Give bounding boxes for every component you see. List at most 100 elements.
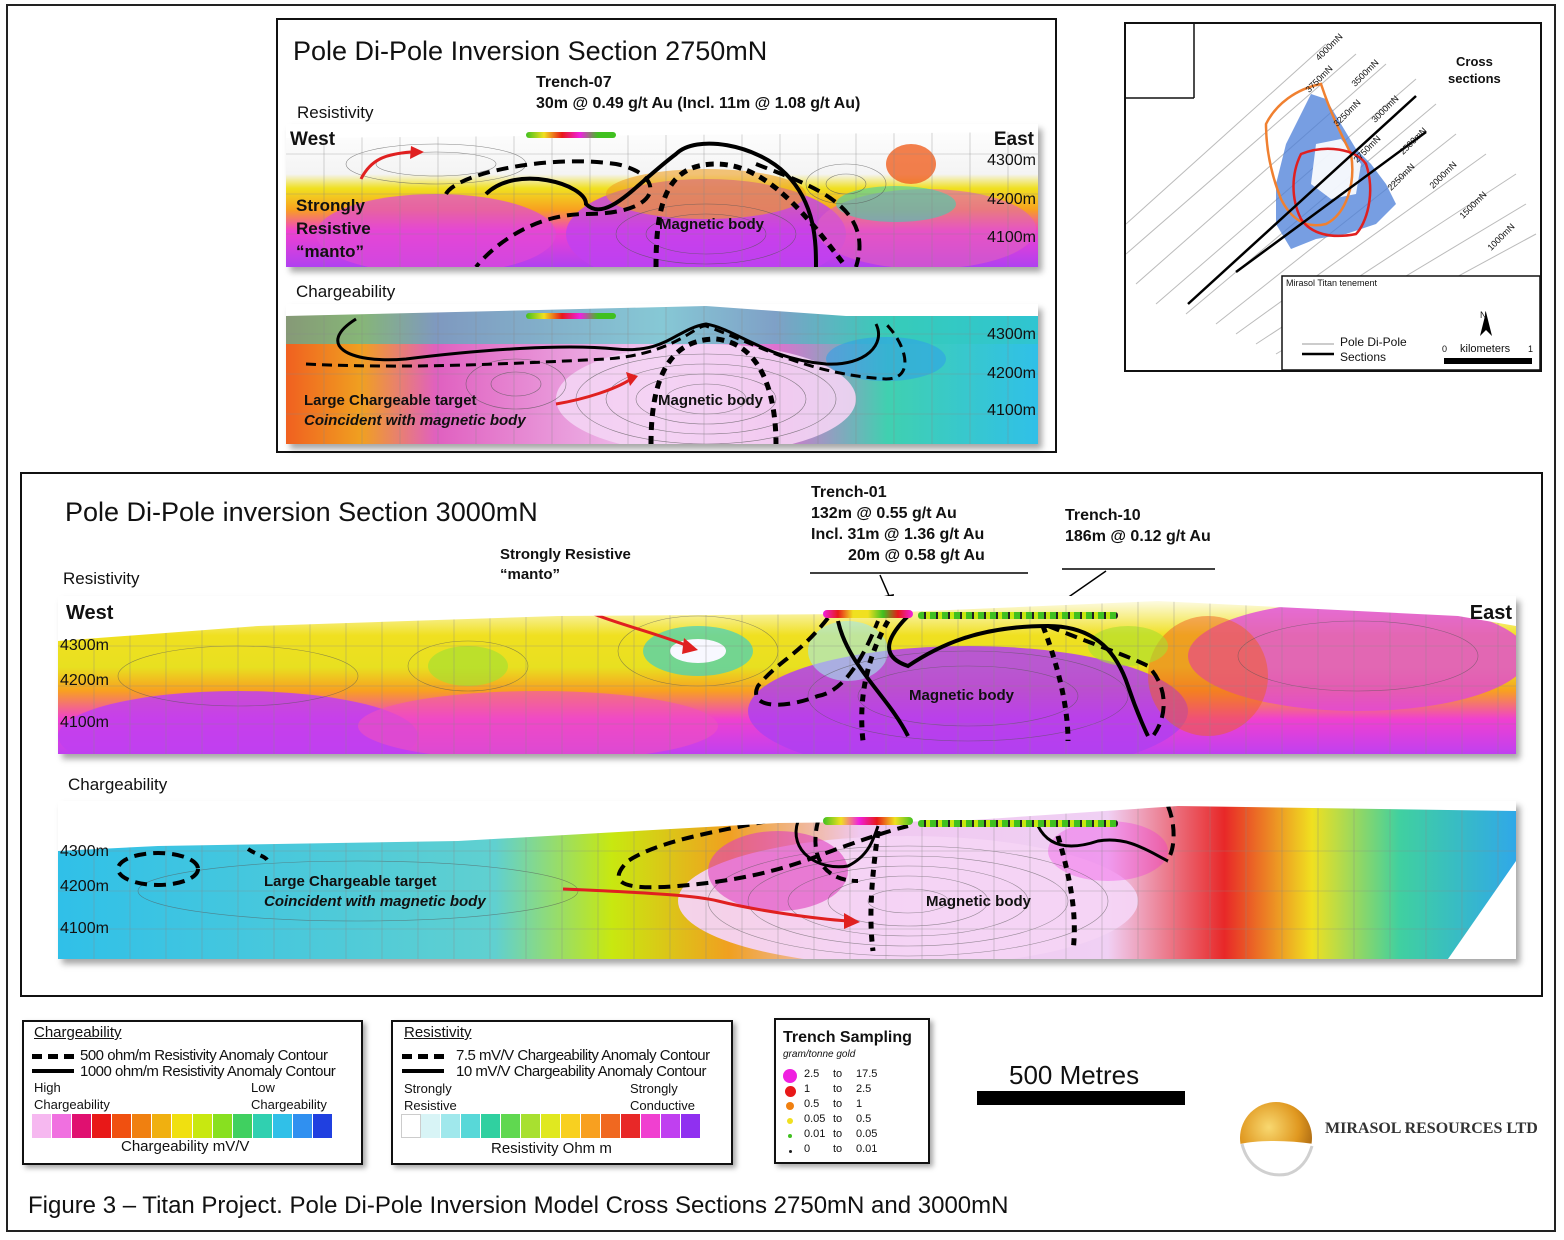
map-scale-zero: 0 (1442, 344, 1448, 354)
map-north-label: N (1480, 310, 1487, 320)
trench10-samples (918, 612, 1118, 619)
location-map-plot (1125, 24, 1541, 371)
res-color-scale (401, 1114, 701, 1138)
chg-legend-solid-swatch (32, 1069, 74, 1073)
bottom-chargeability-plot (58, 801, 1516, 959)
bottom-chargeable-target: Large Chargeable target (264, 873, 437, 890)
trench-grade-dot (784, 1085, 796, 1097)
resistivity-swatch (401, 1114, 421, 1138)
resistivity-swatch (441, 1114, 461, 1138)
bottom-chargeability-label: Chargeability (68, 775, 168, 794)
top-chg-elev-4300: 4300m (987, 326, 1036, 343)
logo-text: MIRASOL RESOURCES LTD (1325, 1120, 1538, 1137)
trench-grade-dot (787, 1118, 793, 1124)
bottom-east-label: East (1469, 602, 1512, 624)
res-legend-left-1: Strongly (404, 1081, 452, 1096)
chg-legend-dash-swatch (32, 1054, 74, 1059)
chargeability-swatch (92, 1114, 113, 1138)
top-east-label: East (993, 129, 1034, 150)
top-coincident: Coincident with magnetic body (304, 412, 526, 429)
top-resistive-note-1: Strongly (296, 196, 365, 215)
top-chargeability-label: Chargeability (296, 282, 396, 301)
resistivity-swatch (541, 1114, 561, 1138)
trench10-name: Trench-10 (1065, 507, 1141, 524)
trench-grade-upper: 2.5 (856, 1083, 872, 1095)
trench01-line-3: 20m @ 0.58 g/t Au (848, 547, 985, 564)
bottom-west-label: West (66, 602, 114, 624)
trench-grade-to: to (833, 1083, 843, 1095)
trench-sampling-legend (774, 1018, 930, 1164)
trench01-name: Trench-01 (811, 484, 887, 501)
trench-grade-to: to (833, 1143, 843, 1155)
chg-legend-right-2: Chargeability (251, 1097, 327, 1112)
trench-grade-upper: 17.5 (856, 1068, 878, 1080)
top-resistivity-plot (286, 124, 1038, 267)
bottom-chg-magnetic-body: Magnetic body (926, 893, 1032, 910)
resistivity-swatch (601, 1114, 621, 1138)
resistivity-swatch (521, 1114, 541, 1138)
trench-legend-title: Trench Sampling (783, 1029, 912, 1046)
trench-grade-to: to (833, 1098, 843, 1110)
top-resistivity-section: West East 4300m 4200m 4100m Strongly Res… (286, 124, 1038, 267)
trench-grade-upper: 1 (856, 1098, 863, 1110)
trench-grade-to: to (833, 1128, 843, 1140)
trench-grade-from: 0.05 (804, 1113, 826, 1125)
trench-grade-dot (788, 1134, 792, 1138)
bottom-res-magnetic-body: Magnetic body (909, 687, 1015, 704)
chg-legend-right-1: Low (251, 1080, 275, 1095)
res-legend-solid-swatch (402, 1069, 444, 1073)
map-cross-sections-1: Cross (1456, 54, 1493, 69)
trench-grade-upper: 0.01 (856, 1143, 878, 1155)
top-chg-trench-samples (526, 313, 616, 319)
trench01-line-2: Incl. 31m @ 1.36 g/t Au (811, 526, 985, 543)
scale-bar (977, 1091, 1185, 1105)
resistivity-swatch (561, 1114, 581, 1138)
trench07-name: Trench-07 (536, 74, 612, 91)
chargeability-swatch (52, 1114, 73, 1138)
chg-legend-dash-label: 500 ohm/m Resistivity Anomaly Contour (80, 1047, 328, 1064)
trench-grade-dot (788, 1149, 792, 1153)
trench01-line-1: 132m @ 0.55 g/t Au (811, 505, 957, 522)
resistivity-swatch (621, 1114, 641, 1138)
bottom-chg-elev-4200: 4200m (60, 878, 109, 895)
location-map: Cross sections 4000mN 3750mN 3500mN 3250… (1124, 22, 1542, 372)
bottom-resistivity-section: West East 4300m 4200m 4100m Magnetic bod… (58, 596, 1516, 754)
chargeability-swatch (152, 1114, 173, 1138)
trench-grade-to: to (833, 1113, 843, 1125)
res-legend-right-1: Strongly (630, 1081, 678, 1096)
bottom-section-title: Pole Di-Pole inversion Section 3000mN (65, 497, 538, 527)
chg-legend-unit: Chargeability mV/V (121, 1138, 250, 1155)
chargeability-legend (22, 1020, 363, 1165)
top-west-label: West (290, 129, 336, 150)
bottom-resistivity-plot (58, 596, 1516, 754)
chargeability-swatch (132, 1114, 153, 1138)
chg-color-scale (32, 1114, 333, 1138)
res-legend-dash-swatch (402, 1054, 444, 1059)
trench10-result: 186m @ 0.12 g/t Au (1065, 528, 1211, 545)
top-chargeable-target: Large Chargeable target (304, 392, 477, 409)
res-legend-solid-label: 10 mV/V Chargeability Anomaly Contour (456, 1063, 706, 1080)
res-legend-unit: Resistivity Ohm m (491, 1140, 612, 1157)
resistivity-swatch (421, 1114, 441, 1138)
trench-legend-subtitle: gram/tonne gold (783, 1049, 856, 1060)
top-resistivity-label: Resistivity (297, 103, 374, 122)
bottom-coincident: Coincident with magnetic body (264, 893, 486, 910)
bottom-chargeability-section: 4300m 4200m 4100m Large Chargeable targe… (58, 801, 1516, 959)
top-resistive-note-3: “manto” (296, 242, 364, 261)
bottom-resistive-note-1: Strongly Resistive (500, 546, 631, 563)
bottom-chg-trench01-samples (823, 817, 913, 825)
chargeability-swatch (112, 1114, 133, 1138)
trench-grade-upper: 0.5 (856, 1113, 872, 1125)
chargeability-swatch (252, 1114, 273, 1138)
resistivity-swatch (641, 1114, 661, 1138)
chargeability-swatch (192, 1114, 213, 1138)
chargeability-swatch (272, 1114, 293, 1138)
top-chargeability-plot (286, 304, 1038, 444)
resistivity-swatch (681, 1114, 701, 1138)
map-cross-sections-2: sections (1448, 71, 1501, 86)
trench-grade-from: 0 (804, 1143, 811, 1155)
resistivity-swatch (481, 1114, 501, 1138)
trench-grade-from: 2.5 (804, 1068, 820, 1080)
trench07-samples (526, 132, 616, 138)
trench-grade-upper: 0.05 (856, 1128, 878, 1140)
